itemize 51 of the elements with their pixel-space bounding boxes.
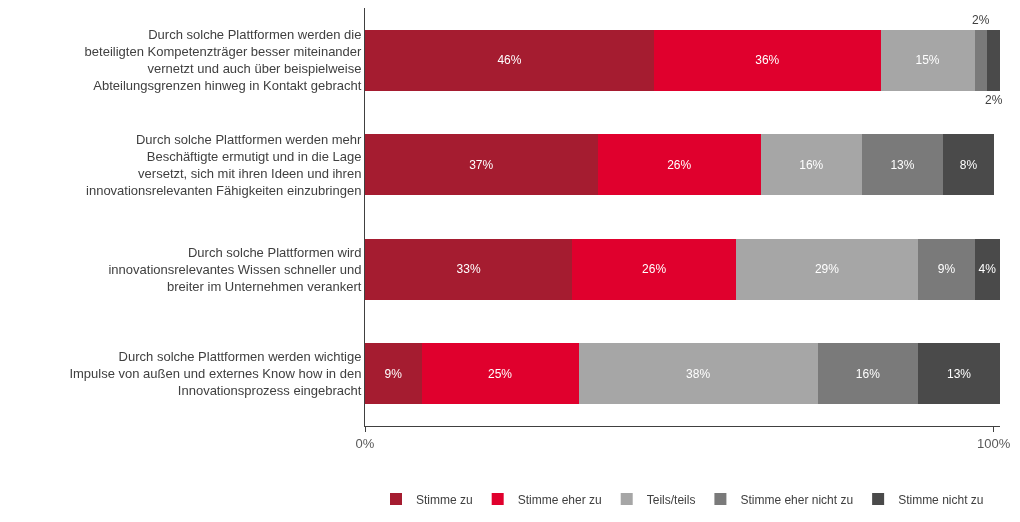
bar (421, 343, 579, 405)
x-tick-label: 0% (355, 435, 375, 451)
data-label: 15% (915, 53, 940, 68)
legend-label: Stimme nicht zu (898, 492, 984, 507)
bar (880, 29, 975, 91)
bar (987, 29, 1000, 91)
y-tick-label: Durch solche Plattformen wird innovationsrelevantes Wissen schneller und breiter im Unternehmen verankert (108, 244, 362, 294)
data-label: 2% (972, 13, 990, 27)
data-label: 29% (814, 262, 840, 277)
data-label: 46% (497, 53, 522, 68)
legend-label: Stimme eher nicht zu (740, 492, 854, 507)
bar (943, 134, 994, 196)
bar (578, 343, 818, 405)
data-label: 26% (667, 157, 692, 172)
data-label: 38% (686, 366, 711, 381)
y-tick-label: Durch solche Plattformen werden die beteiligten Kompetenzträger besser miteinander vernetzt und auch über beispielweise Abteilungsgrenzen hinweg in Kontakt gebracht (84, 27, 363, 94)
bar (974, 238, 1000, 300)
data-label: 2% (985, 93, 1003, 107)
x-tick-label: 100% (977, 435, 1011, 451)
bar (572, 238, 736, 300)
data-label: 8% (959, 157, 978, 172)
bar (861, 134, 944, 196)
bar (365, 238, 573, 300)
legend-label: Stimme zu (416, 492, 473, 507)
data-label: 13% (890, 157, 915, 172)
data-label: 4% (978, 262, 997, 277)
bar (597, 134, 762, 196)
bar (365, 134, 598, 196)
bar (365, 29, 655, 91)
data-label: 26% (642, 262, 667, 277)
y-tick-label: Durch solche Plattformen werden wichtige Impulse von außen und externes Know how in den Innovationsprozess eingebracht (69, 349, 362, 399)
bar (654, 29, 881, 91)
bar (365, 343, 422, 405)
legend-label: Stimme eher zu (517, 492, 602, 507)
data-label: 13% (946, 366, 972, 381)
bar (817, 343, 919, 405)
data-label: 16% (799, 157, 824, 172)
y-tick-label: Durch solche Plattformen werden mehr Beschäftigte ermutigt und in die Lage versetzt, sich mit ihren Ideen und ihren innovationsrelevanten Fähigkeiten einzubringen (86, 131, 363, 198)
data-label: 9% (937, 262, 956, 277)
data-label: 25% (488, 366, 513, 381)
bar (918, 238, 975, 300)
bar (918, 343, 1000, 405)
data-label: 9% (384, 366, 403, 381)
data-label: 33% (456, 262, 481, 277)
data-label: 37% (469, 157, 494, 172)
legend-label: Teils/teils (646, 492, 696, 507)
bar (761, 134, 862, 196)
bar (974, 29, 988, 91)
bar (735, 238, 919, 300)
data-label: 36% (755, 53, 780, 68)
data-label: 16% (855, 366, 881, 381)
